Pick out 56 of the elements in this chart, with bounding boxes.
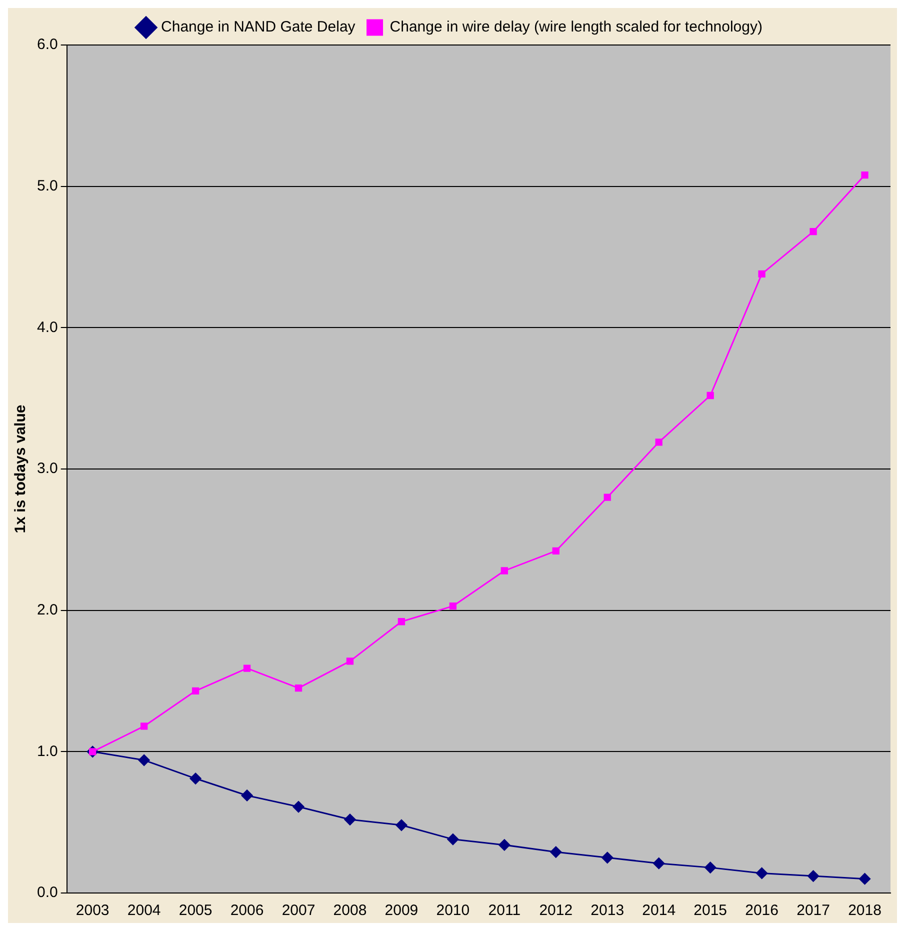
x-tick-label: 2015 [694, 902, 728, 920]
x-tick-label: 2009 [384, 902, 418, 920]
x-tick-label: 2006 [230, 902, 264, 920]
y-tick-label: 4.0 [36, 318, 58, 336]
point [190, 772, 202, 784]
x-tick-label: 2013 [590, 902, 624, 920]
point [138, 754, 150, 766]
x-tick-label: 2007 [282, 902, 316, 920]
point [241, 790, 253, 802]
point [758, 270, 766, 278]
legend-label: Change in wire delay (wire length scaled for technology) [390, 18, 762, 36]
point [500, 567, 508, 574]
point [398, 618, 406, 626]
point [859, 873, 871, 885]
point [810, 228, 817, 236]
point [706, 392, 714, 400]
y-tick-label: 0.0 [36, 884, 58, 902]
point [292, 801, 304, 813]
x-tick-label: 2018 [848, 902, 882, 920]
point [346, 658, 354, 665]
y-tick-label: 6.0 [36, 36, 58, 54]
point [140, 722, 148, 730]
point [655, 438, 662, 446]
point [498, 839, 510, 851]
point [192, 687, 200, 694]
point [552, 547, 560, 555]
point [447, 834, 459, 846]
x-tick-label: 2012 [539, 902, 573, 920]
y-tick-label: 3.0 [36, 460, 58, 478]
x-tick-label: 2014 [642, 902, 676, 920]
point [550, 846, 562, 858]
point [243, 664, 251, 672]
y-tick-label: 1.0 [36, 742, 58, 760]
x-tick-label: 2010 [436, 902, 470, 920]
point [756, 867, 768, 879]
point [861, 171, 868, 179]
point [449, 602, 457, 610]
y-axis-title: 1x is todays value [12, 404, 30, 534]
point [344, 814, 356, 826]
y-tick-label: 5.0 [36, 177, 58, 194]
x-tick-label: 2004 [127, 902, 161, 920]
x-tick-label: 2011 [488, 902, 521, 920]
point [604, 494, 611, 501]
point [396, 819, 408, 831]
x-tick-label: 2008 [333, 902, 367, 920]
point [294, 684, 302, 692]
point [653, 858, 665, 870]
y-tick-label: 2.0 [36, 601, 58, 618]
x-tick-label: 2017 [796, 902, 830, 920]
point [602, 852, 614, 864]
x-tick-label: 2003 [76, 902, 110, 920]
x-tick-label: 2005 [178, 902, 212, 920]
legend-label: Change in NAND Gate Delay [161, 18, 356, 36]
point [704, 862, 716, 874]
point [808, 870, 820, 882]
x-tick-label: 2016 [745, 902, 778, 920]
